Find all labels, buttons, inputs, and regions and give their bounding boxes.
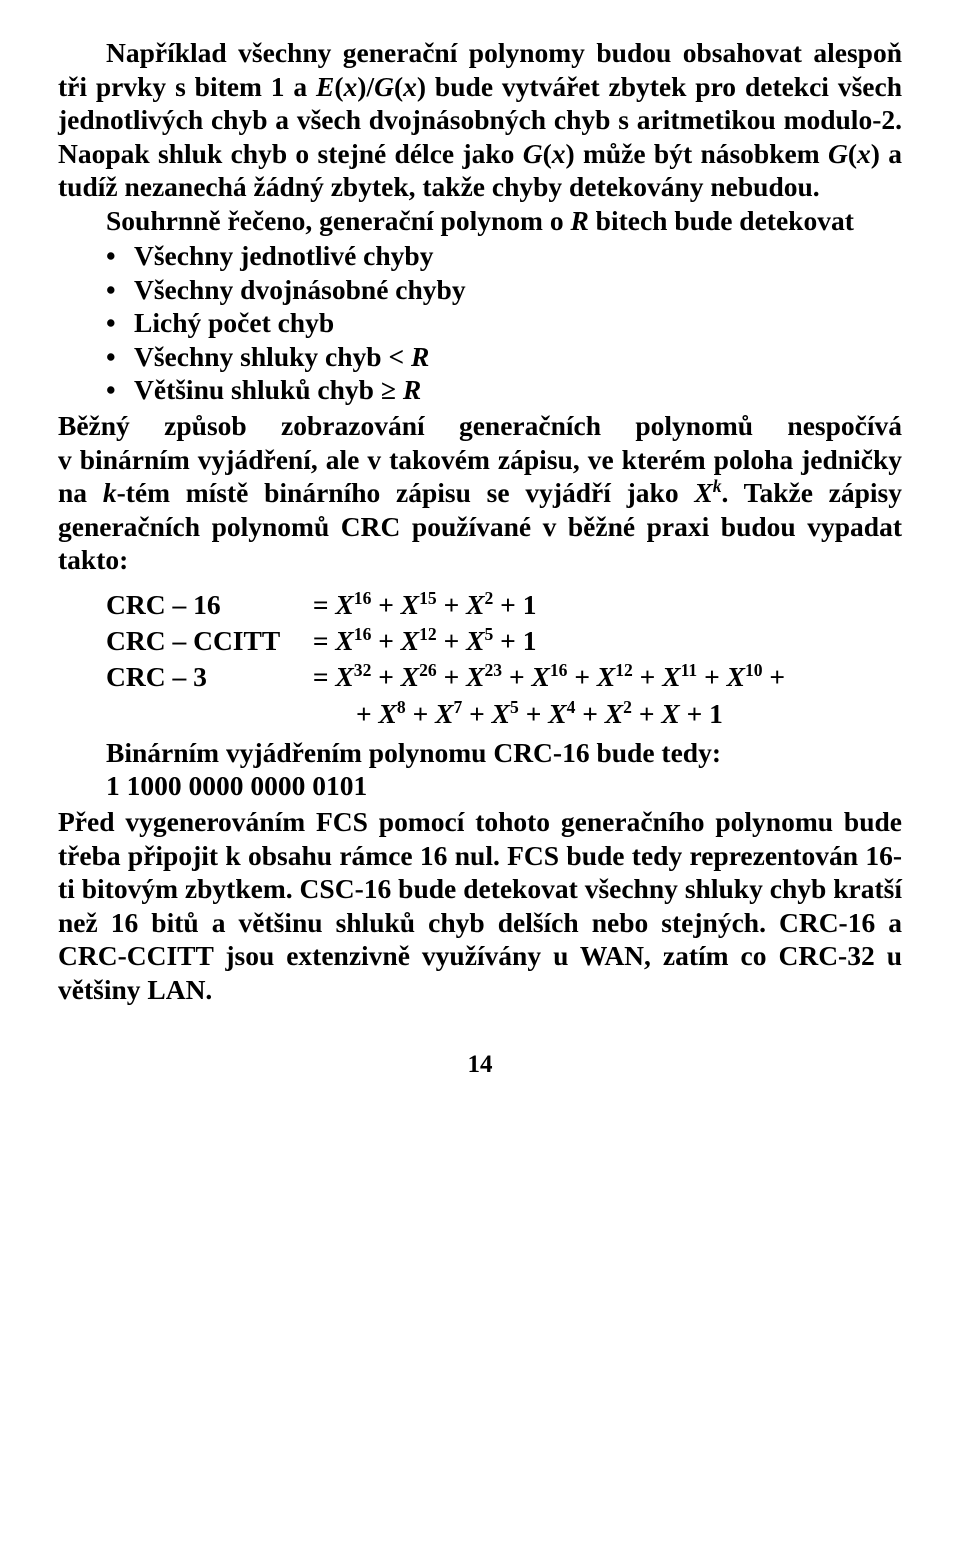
bullet-item: Lichý počet chyb xyxy=(106,306,902,340)
formula-label: CRC – CCITT xyxy=(106,623,306,659)
formula-crc3: CRC – 3 = X32 + X26 + X23 + X16 + X12 + … xyxy=(106,659,902,695)
bullet-item: Všechny shluky chyb < R xyxy=(106,340,902,374)
formula-crc16: CRC – 16 = X16 + X15 + X2 + 1 xyxy=(106,587,902,623)
formula-block: CRC – 16 = X16 + X15 + X2 + 1 CRC – CCIT… xyxy=(106,587,902,732)
formula-rhs: = X32 + X26 + X23 + X16 + X12 + X11 + X1… xyxy=(313,661,785,692)
paragraph-1: Například všechny generační polynomy bud… xyxy=(58,36,902,204)
binary-caption: Binárním vyjádřením polynomu CRC-16 bude… xyxy=(106,736,902,770)
formula-crc-ccitt: CRC – CCITT = X16 + X12 + X5 + 1 xyxy=(106,623,902,659)
bullet-item: Všechny dvojnásobné chyby xyxy=(106,273,902,307)
bullet-item: Všechny jednotlivé chyby xyxy=(106,239,902,273)
paragraph-4: Před vygenerováním FCS pomocí tohoto gen… xyxy=(58,805,902,1006)
formula-crc3-cont: + X8 + X7 + X5 + X4 + X2 + X + 1 xyxy=(106,696,902,732)
exponent-k: k xyxy=(713,476,722,496)
formula-label: CRC – 3 xyxy=(106,659,306,695)
binary-value: 1 1000 0000 0000 0101 xyxy=(106,769,902,803)
bullet-list: Všechny jednotlivé chyby Všechny dvojnás… xyxy=(58,239,902,407)
formula-rhs: = X16 + X12 + X5 + 1 xyxy=(313,625,537,656)
paragraph-4-text: Před vygenerováním FCS pomocí tohoto gen… xyxy=(58,806,902,1005)
formula-rhs: = X16 + X15 + X2 + 1 xyxy=(313,589,537,620)
formula-label: CRC – 16 xyxy=(106,587,306,623)
paragraph-3: Běžný způsob zobrazování generačních pol… xyxy=(58,409,902,577)
document-page: Například všechny generační polynomy bud… xyxy=(0,0,960,1543)
page-number: 14 xyxy=(58,1050,902,1081)
binary-block: Binárním vyjádřením polynomu CRC-16 bude… xyxy=(106,736,902,803)
paragraph-2: Souhrnně řečeno, generační polynom o R b… xyxy=(58,204,902,238)
bullet-item: Většinu shluků chyb ≥ R xyxy=(106,373,902,407)
